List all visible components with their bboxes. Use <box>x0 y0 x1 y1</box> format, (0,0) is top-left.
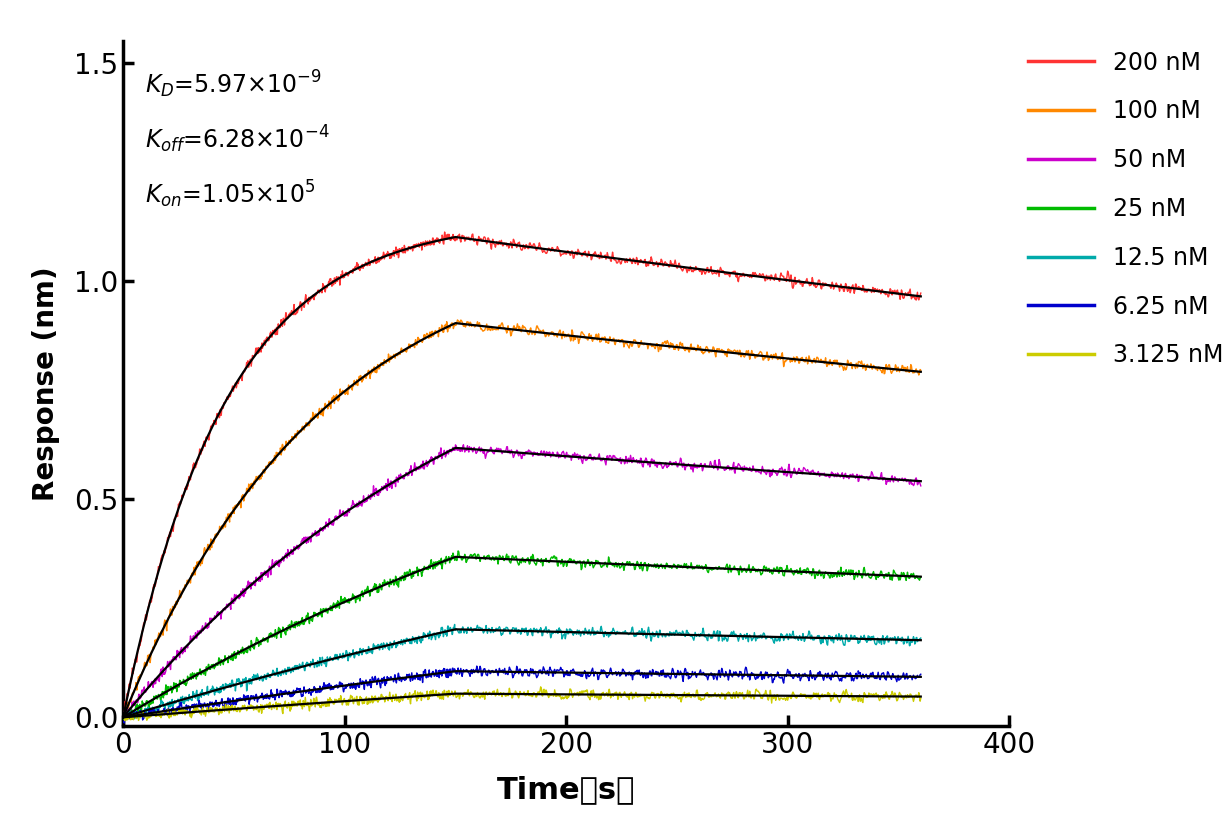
Text: $\mathit{K}_D$=5.97×10$^{-9}$: $\mathit{K}_D$=5.97×10$^{-9}$ <box>145 68 321 100</box>
Text: $\mathit{K}_{on}$=1.05×10$^{5}$: $\mathit{K}_{on}$=1.05×10$^{5}$ <box>145 178 315 210</box>
Text: $\mathit{K}_{off}$=6.28×10$^{-4}$: $\mathit{K}_{off}$=6.28×10$^{-4}$ <box>145 124 330 155</box>
X-axis label: Time（s）: Time（s） <box>497 776 635 804</box>
Y-axis label: Response (nm): Response (nm) <box>32 266 60 501</box>
Legend: 200 nM, 100 nM, 50 nM, 25 nM, 12.5 nM, 6.25 nM, 3.125 nM: 200 nM, 100 nM, 50 nM, 25 nM, 12.5 nM, 6… <box>1018 41 1231 377</box>
